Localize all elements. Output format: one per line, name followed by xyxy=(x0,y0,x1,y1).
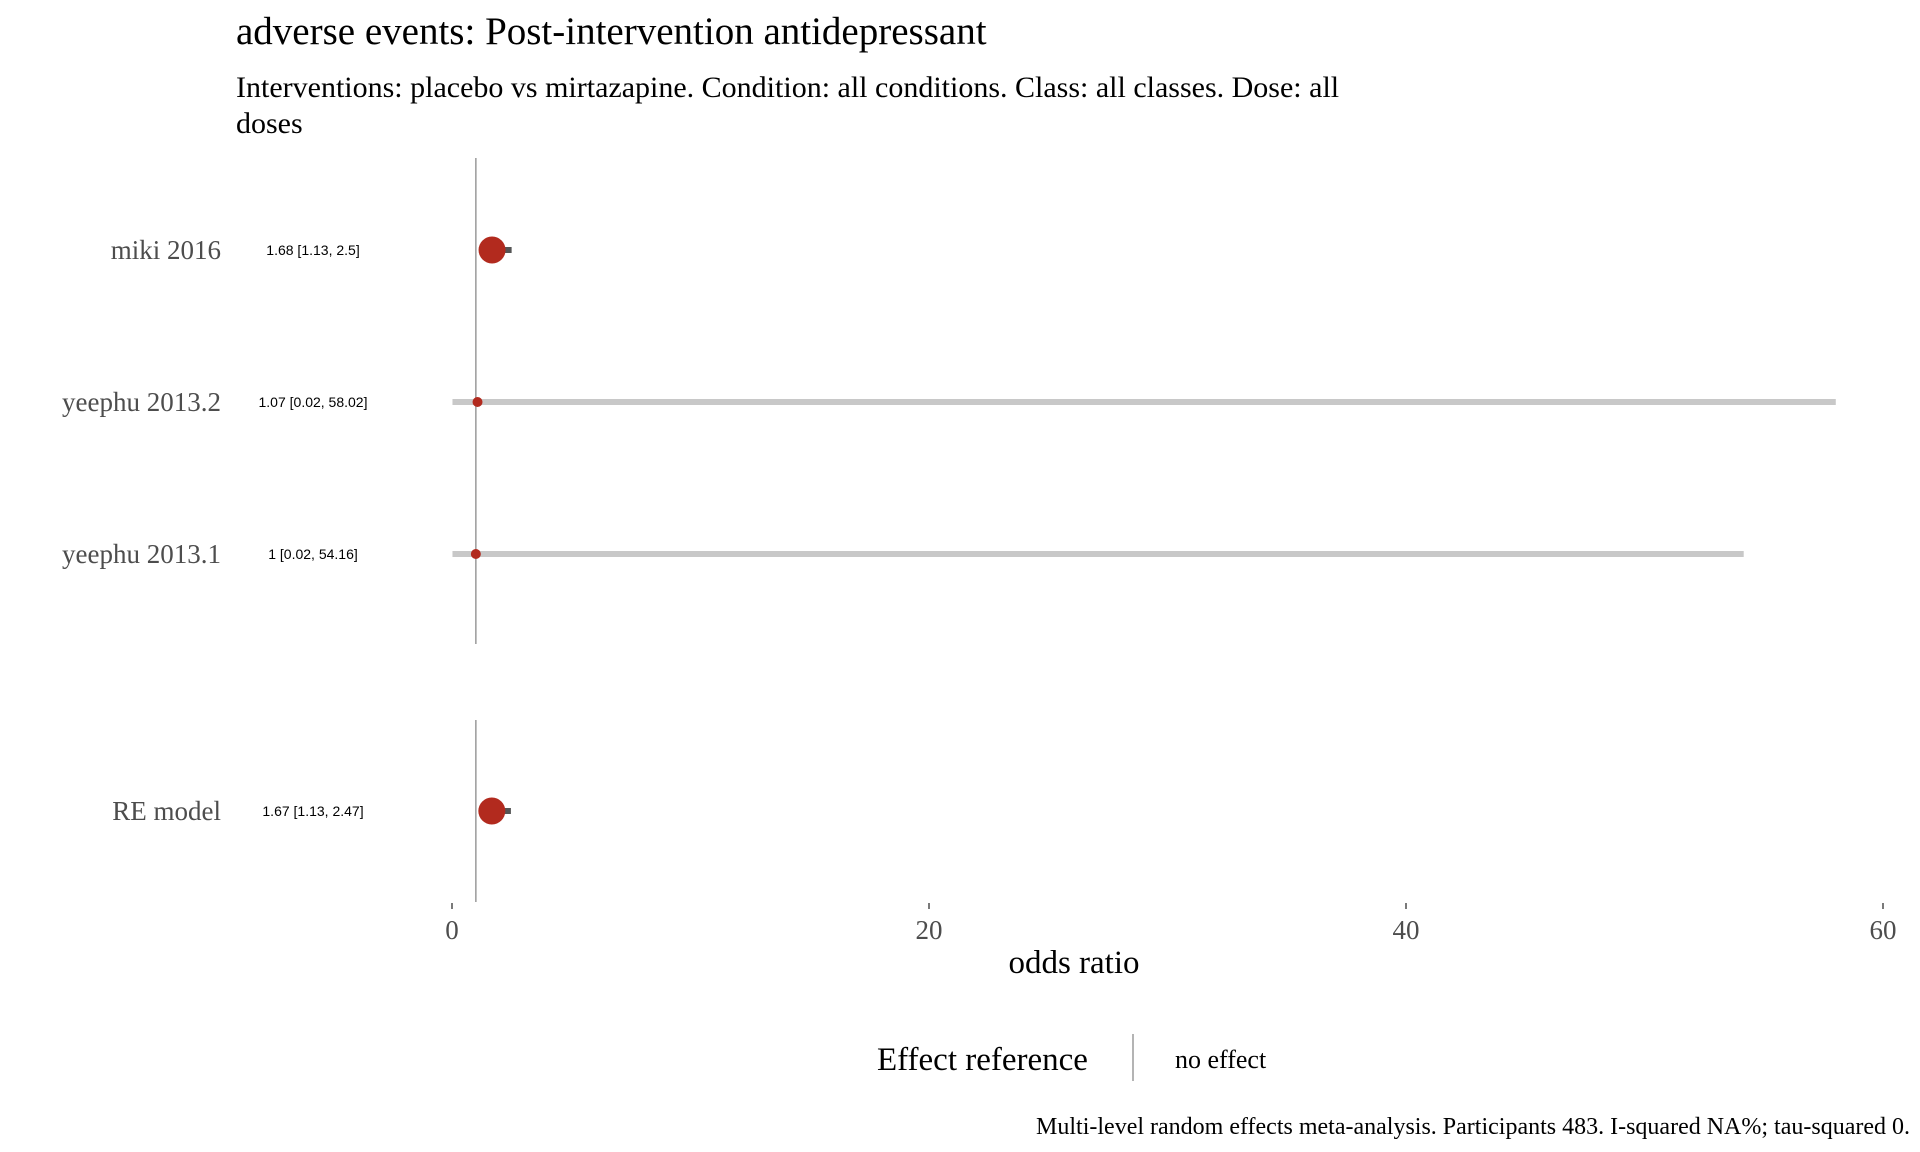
study-1-label: miki 2016 xyxy=(111,235,221,265)
x-tick-label-60: 60 xyxy=(1870,915,1897,945)
x-tick-label-20: 20 xyxy=(916,915,943,945)
chart-caption: Multi-level random effects meta-analysis… xyxy=(1036,1114,1910,1140)
study-3-point xyxy=(470,549,481,559)
pooled-label: RE model xyxy=(112,796,221,826)
chart-subtitle-line-1: Interventions: placebo vs mirtazapine. C… xyxy=(236,71,1339,104)
legend: Effect reference no effect xyxy=(877,1034,1267,1081)
chart-title: adverse events: Post-intervention antide… xyxy=(236,10,987,53)
study-3-label: yeephu 2013.1 xyxy=(62,539,221,569)
x-tick-label-40: 40 xyxy=(1393,915,1420,945)
study-1-point xyxy=(478,236,506,264)
study-1-ci-text: 1.68 [1.13, 2.5] xyxy=(266,242,359,258)
study-2-point xyxy=(472,397,483,407)
plot-area: miki 2016 1.68 [1.13, 2.5] yeephu 2013.2 1.… xyxy=(62,158,1897,945)
study-2-ci-text: 1.07 [0.02, 58.02] xyxy=(259,394,368,410)
pooled-point xyxy=(478,797,506,825)
chart-subtitle-line-2: doses xyxy=(236,107,303,140)
study-3-ci-text: 1 [0.02, 54.16] xyxy=(268,546,358,562)
legend-label-no-effect: no effect xyxy=(1175,1045,1267,1074)
legend-title: Effect reference xyxy=(877,1042,1088,1078)
x-tick-label-0: 0 xyxy=(445,915,459,945)
study-2-label: yeephu 2013.2 xyxy=(62,387,221,417)
x-axis-title: odds ratio xyxy=(1008,945,1139,981)
pooled-ci-text: 1.67 [1.13, 2.47] xyxy=(262,803,363,819)
